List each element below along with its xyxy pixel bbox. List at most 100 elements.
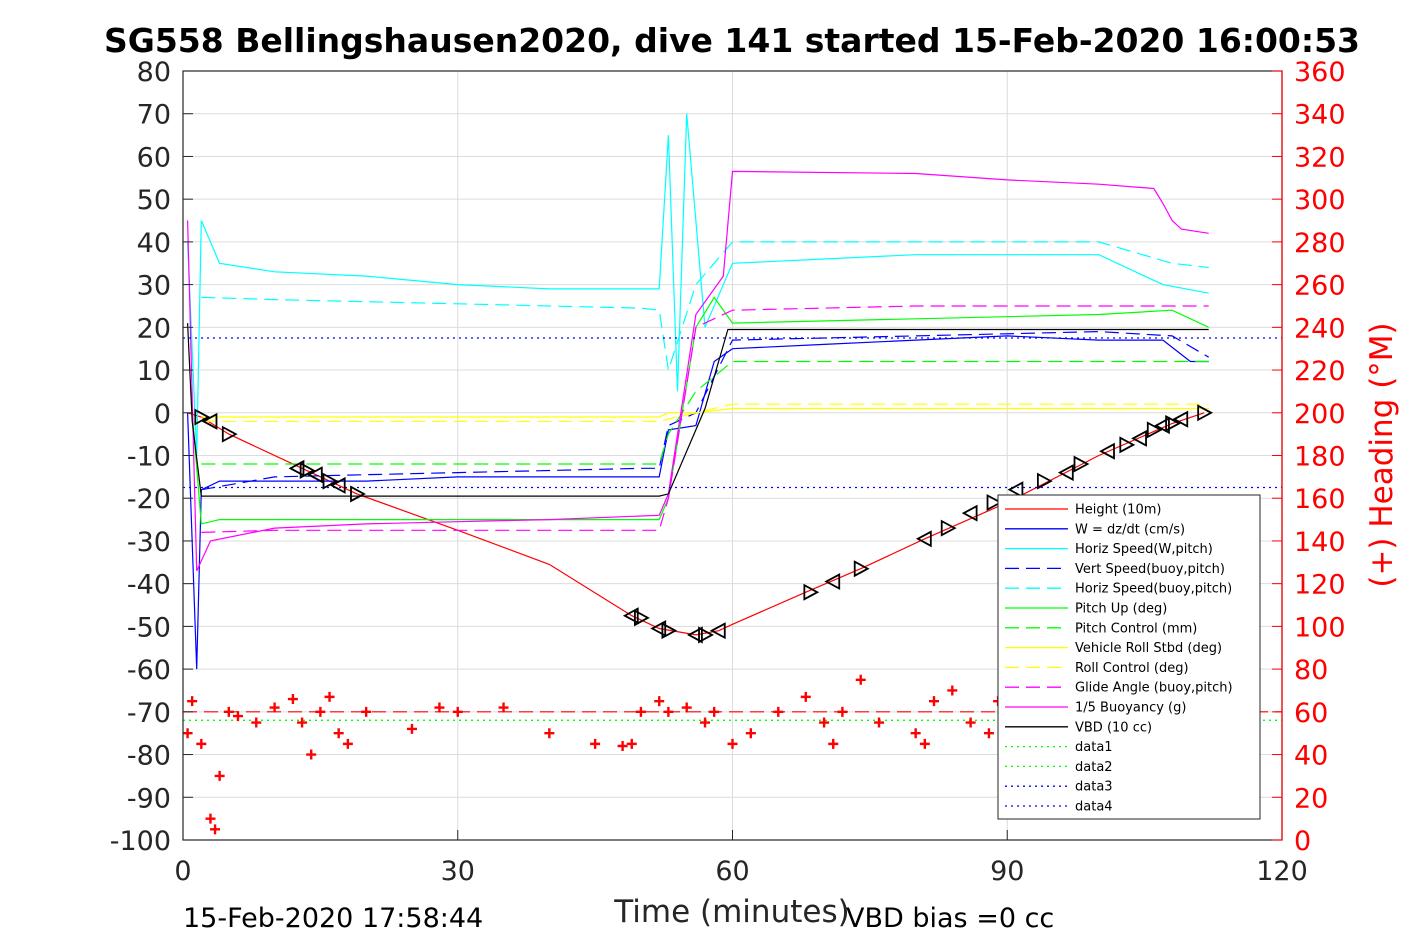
y-axis-right-label: (+) Heading (°M) <box>1364 322 1400 587</box>
y-tick-label: 20 <box>137 313 171 344</box>
triangle-marker <box>686 626 703 644</box>
legend-label: Height (10m) <box>1075 503 1161 518</box>
series-line-9 <box>201 403 1209 422</box>
legend-label: data2 <box>1075 760 1113 775</box>
y-right-tick-label: 320 <box>1294 142 1346 173</box>
heading-point <box>700 717 711 728</box>
triangle-marker <box>940 519 957 537</box>
triangle-marker <box>803 583 820 601</box>
triangle-marker <box>1007 481 1024 499</box>
heading-point <box>251 717 262 728</box>
y-tick-label: 50 <box>137 185 171 216</box>
legend-label: 1/5 Buoyancy (g) <box>1075 701 1186 716</box>
triangle-marker <box>824 573 841 591</box>
y-axis-left: 80 70 60 50 40 30 20 10 0 -10 -20 -30 -40 -50 -60 -70 -8… <box>110 57 193 857</box>
triangle-marker <box>299 461 316 479</box>
triangle-marker <box>622 607 639 625</box>
triangle-marker <box>961 504 978 522</box>
legend-label: data3 <box>1075 780 1113 795</box>
triangle-marker <box>1154 417 1170 435</box>
heading-point <box>361 706 372 717</box>
heading-point <box>452 706 463 717</box>
triangle-markers <box>194 404 1214 644</box>
triangle-marker <box>661 622 678 640</box>
x-tick-label: 30 <box>441 856 475 887</box>
y-tick-label: -60 <box>127 655 171 686</box>
heading-point <box>919 738 930 749</box>
legend: Height (10m) W = dz/dt (cm/s) Horiz Speed(… <box>997 494 1261 820</box>
heading-point <box>727 738 738 749</box>
y-right-tick-label: 220 <box>1294 356 1346 387</box>
triangle-marker <box>350 485 366 503</box>
y-tick-label: 0 <box>154 399 171 430</box>
triangle-marker <box>650 620 667 638</box>
footer-vbd-bias: VBD bias =0 cc <box>846 903 1054 934</box>
heading-point <box>745 728 756 739</box>
heading-point <box>434 702 445 713</box>
heading-point <box>196 738 207 749</box>
y-right-tick-label: 240 <box>1294 313 1346 344</box>
legend-label: Horiz Speed(buoy,pitch) <box>1075 582 1232 597</box>
y-tick-label: -10 <box>127 442 171 473</box>
triangle-marker <box>194 408 211 426</box>
series-line-12 <box>187 323 1209 497</box>
legend-label: VBD (10 cc) <box>1075 720 1152 735</box>
heading-point <box>828 738 839 749</box>
series-layer <box>183 113 1282 722</box>
y-right-tick-label: 200 <box>1294 399 1346 430</box>
heading-point <box>947 685 958 696</box>
triangle-marker <box>986 493 1003 512</box>
y-tick-label: 70 <box>137 100 171 131</box>
y-axis-right: 3603403203002802602402202001801601401201… <box>1272 57 1346 857</box>
triangle-marker <box>221 425 238 443</box>
y-right-tick-label: 120 <box>1294 570 1346 601</box>
x-tick-label: 90 <box>990 856 1024 887</box>
triangle-marker <box>306 466 323 484</box>
y-tick-label: -20 <box>127 484 171 515</box>
heading-point <box>626 738 637 749</box>
legend-label: data4 <box>1075 800 1113 815</box>
triangle-marker <box>1073 455 1090 473</box>
y-right-tick-label: 360 <box>1294 57 1346 88</box>
series-line-3 <box>187 113 1209 456</box>
legend-label: W = dz/dt (cm/s) <box>1075 522 1185 537</box>
x-tick-label: 120 <box>1256 856 1308 887</box>
heading-point <box>635 706 646 717</box>
triangle-marker <box>915 530 932 548</box>
legend-label: data1 <box>1075 740 1113 755</box>
x-tick-label: 60 <box>715 856 749 887</box>
heading-point <box>874 717 885 728</box>
y-right-tick-label: 20 <box>1294 783 1328 814</box>
triangle-marker <box>698 626 714 644</box>
legend-label: Horiz Speed(W,pitch) <box>1075 542 1213 557</box>
chart-title: SG558 Bellingshausen2020, dive 141 start… <box>104 21 1360 60</box>
heading-point <box>663 706 674 717</box>
y-tick-label: -30 <box>127 527 171 558</box>
heading-point <box>205 813 216 824</box>
heading-point <box>232 711 243 722</box>
y-tick-label: -70 <box>127 698 171 729</box>
series-line-11 <box>187 170 1209 572</box>
x-axis-label: Time (minutes) <box>613 894 849 930</box>
triangle-marker <box>1036 472 1053 490</box>
series-line-2 <box>187 335 1209 670</box>
triangle-marker <box>201 412 218 430</box>
triangle-marker <box>1146 421 1163 439</box>
heading-point <box>297 717 308 728</box>
heading-point <box>187 696 198 707</box>
y-tick-label: 30 <box>137 271 171 302</box>
heading-point <box>315 706 326 717</box>
triangle-marker <box>634 609 650 627</box>
y-tick-label: 60 <box>137 142 171 173</box>
triangle-marker <box>322 472 339 490</box>
triangle-marker <box>853 560 870 578</box>
triangle-marker <box>1172 410 1189 428</box>
legend-label: Vert Speed(buoy,pitch) <box>1075 562 1225 577</box>
legend-label: Roll Control (deg) <box>1075 661 1189 676</box>
heading-point <box>617 741 628 752</box>
series-line-4 <box>201 330 1210 491</box>
heading-point <box>590 738 601 749</box>
heading-point <box>223 706 234 717</box>
y-right-tick-label: 160 <box>1294 484 1346 515</box>
